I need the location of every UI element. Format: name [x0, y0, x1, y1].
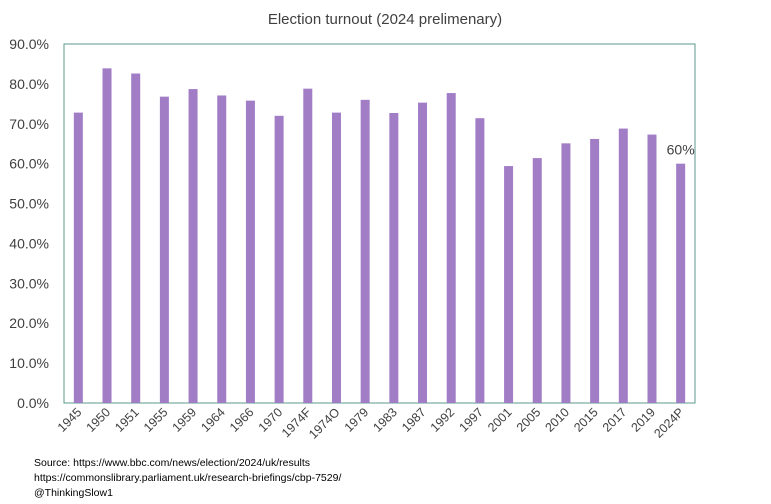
bar — [389, 113, 399, 403]
source-notes: Source: https://www.bbc.com/news/electio… — [34, 456, 341, 501]
bar — [647, 134, 657, 403]
x-tick-label: 1997 — [456, 405, 486, 435]
plot-area-border — [63, 43, 696, 404]
y-axis: 0.0% 10.0% 20.0% 30.0% 40.0% 50.0% 60.0% 70.0% 8… — [9, 36, 49, 411]
chart-title: Election turnout (2024 prelimenary) — [268, 11, 502, 28]
bar — [303, 88, 313, 404]
y-tick-label: 0.0% — [17, 395, 49, 411]
x-tick-label: 1964 — [198, 405, 228, 435]
x-tick-label: 1966 — [227, 405, 257, 435]
bar — [274, 115, 284, 404]
bar — [73, 112, 83, 403]
data-labels: 60% — [667, 142, 695, 158]
bar — [504, 166, 514, 403]
x-tick-label: 2024P — [651, 405, 686, 440]
bar — [676, 163, 686, 403]
source-line: Source: https://www.bbc.com/news/electio… — [34, 457, 311, 469]
y-tick-label: 40.0% — [9, 235, 49, 251]
x-tick-label: 1945 — [55, 405, 85, 435]
x-tick-label: 2001 — [485, 405, 515, 435]
author-handle: @ThinkingSlow1 — [34, 487, 113, 499]
bar — [102, 68, 112, 404]
y-tick-label: 80.0% — [9, 76, 49, 92]
x-tick-label: 2010 — [542, 405, 572, 435]
y-tick-label: 70.0% — [9, 116, 49, 132]
y-tick-label: 10.0% — [9, 355, 49, 371]
bar — [446, 93, 456, 404]
bar — [245, 100, 255, 404]
bar — [159, 96, 169, 404]
x-tick-label: 2005 — [514, 405, 544, 435]
bar — [532, 158, 542, 403]
x-tick-label: 2017 — [600, 405, 630, 435]
bar — [618, 128, 628, 403]
y-tick-label: 90.0% — [9, 36, 49, 52]
y-tick-label: 50.0% — [9, 196, 49, 212]
bar — [217, 95, 227, 403]
source-link: https://commonslibrary.parliament.uk/res… — [34, 472, 342, 484]
data-label: 60% — [667, 142, 695, 158]
bars — [73, 68, 686, 404]
x-tick-label: 1983 — [370, 405, 400, 435]
x-tick-label: 1950 — [84, 405, 114, 435]
x-tick-label: 1979 — [342, 405, 372, 435]
bar — [418, 102, 428, 404]
bar — [360, 99, 370, 403]
bar — [561, 143, 571, 403]
x-tick-label: 1974O — [306, 405, 343, 442]
bar — [188, 89, 198, 403]
bar — [331, 112, 341, 403]
y-tick-label: 20.0% — [9, 315, 49, 331]
x-tick-label: 1987 — [399, 405, 429, 435]
y-tick-label: 30.0% — [9, 275, 49, 291]
x-tick-label: 1955 — [141, 405, 171, 435]
bar — [590, 138, 600, 404]
bar — [131, 73, 141, 404]
x-tick-label: 1992 — [428, 405, 458, 435]
bar — [475, 118, 485, 404]
y-tick-label: 60.0% — [9, 156, 49, 172]
x-axis: 1945 1950 1951 1955 1959 1964 1966 19701974F197… — [55, 405, 687, 442]
x-tick-label: 2015 — [571, 405, 601, 435]
x-tick-label: 1959 — [170, 405, 200, 435]
x-tick-label: 1951 — [112, 405, 142, 435]
